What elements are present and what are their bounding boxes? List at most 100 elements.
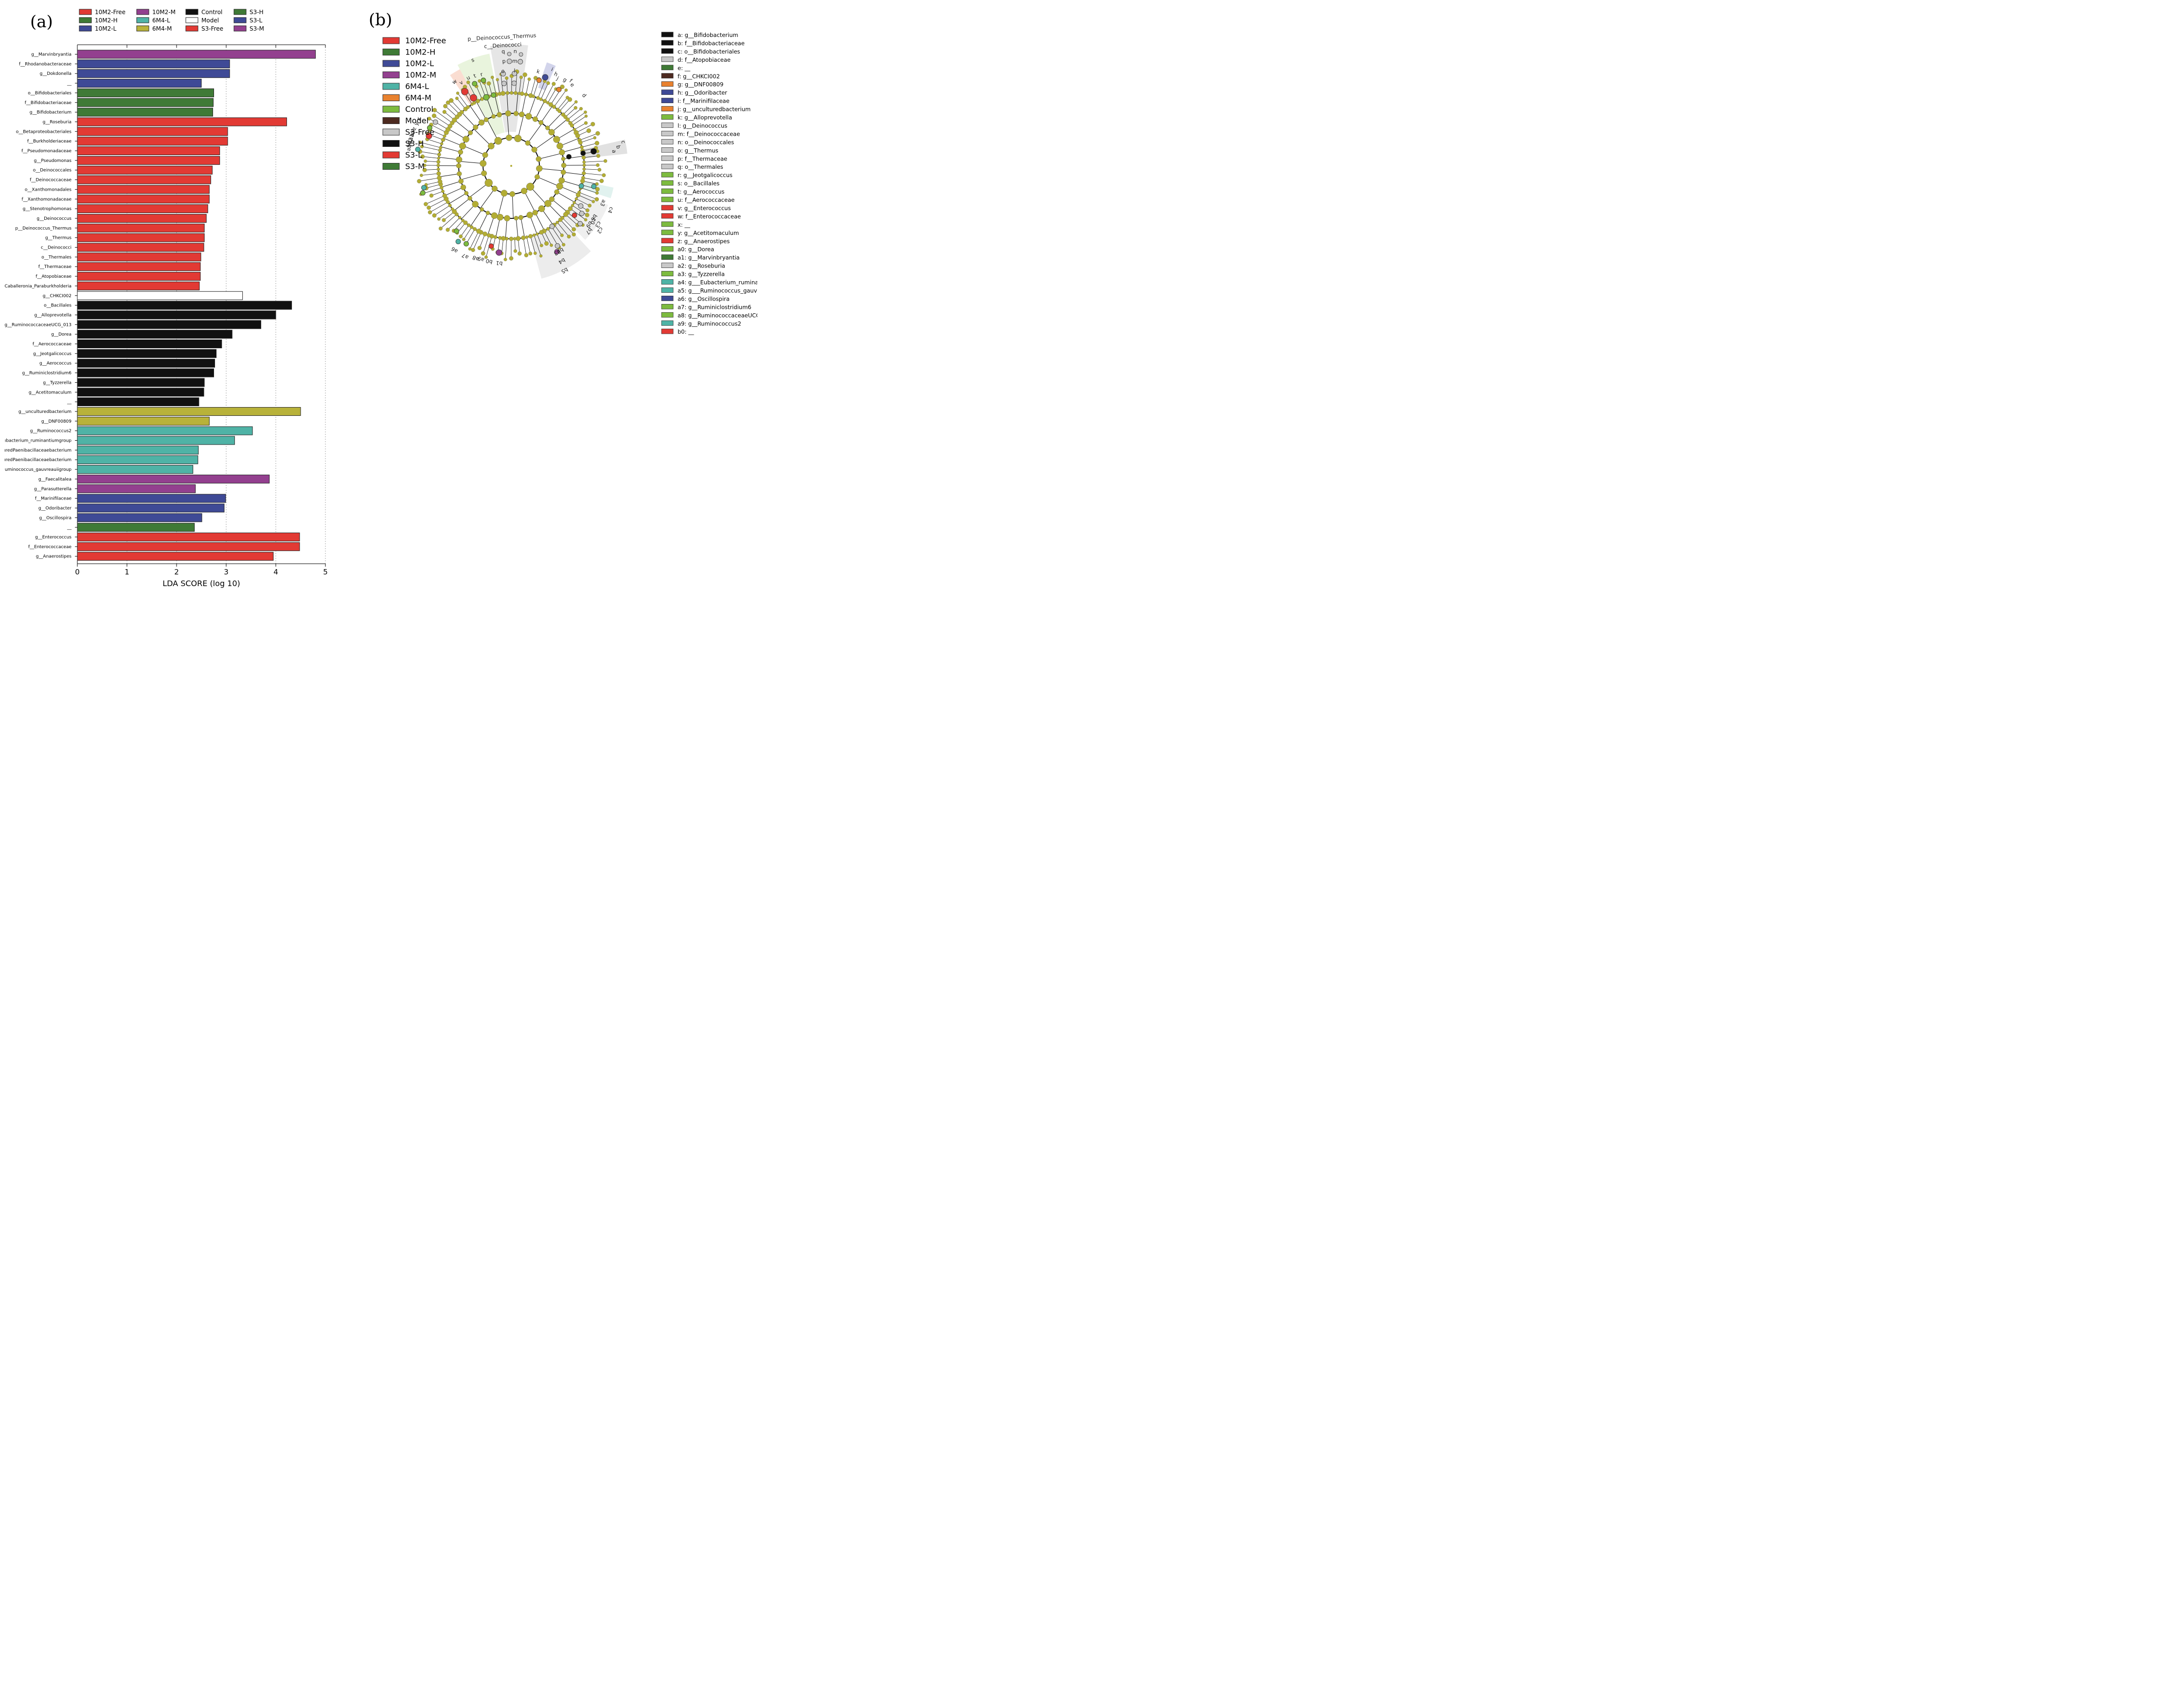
tree-branch [427,139,442,144]
bar [77,388,204,397]
bar-label: c__Deinococci [41,246,72,250]
leaf-node [599,179,604,183]
leaf-node [560,84,565,89]
legend-label: 6M4-L [152,17,170,24]
taxa-key-label: j: g__unculturedbacterium [677,106,751,113]
legend-label: 6M4-L [405,82,429,91]
leaf-node [572,227,576,232]
bar-label: g__Anaerostipes [36,554,72,559]
tree-branch [552,199,568,213]
tree-branch [448,217,460,230]
tree-branch [563,102,576,115]
tree-branch [476,86,483,99]
legend-label: 10M2-L [405,59,434,68]
tree-branch [469,231,479,249]
leaf-node [427,117,431,121]
taxa-key-label: e: __ [678,65,690,71]
bar-label: g__RuminococcaceaeUCG_013 [4,322,72,327]
bar-label: o__Xanthomonadales [25,187,72,192]
tree-branch [486,97,494,117]
taxa-key-swatch [661,56,674,62]
tree-node [559,149,565,156]
tree-node [467,196,472,201]
tree-node [486,233,491,238]
tree-node [560,169,566,175]
bar-label: g__Dokdonella [40,71,72,76]
taxa-key-label: s: o__Bacillales [678,180,719,187]
leaf-node [449,98,454,103]
bar [77,204,208,214]
tree-branch [440,214,457,229]
tree-branch [576,198,590,206]
leaf-node [588,203,592,208]
legend-label: S3-L [405,150,422,160]
tree-branch [429,198,447,208]
tree-node [549,196,555,202]
taxa-key-label: d: f__Atopobiaceae [678,56,731,63]
legend-label: S3-M [250,25,264,32]
highlighted-node [454,228,459,234]
bar-label: o__Deinococcales [33,168,72,173]
taxa-key-swatch [661,123,674,128]
leaf-node [595,131,600,136]
tree-node [437,152,441,157]
tree-branch [494,94,500,115]
taxa-key-swatch [661,296,674,301]
tree-node [542,99,547,104]
leaf-node [539,244,543,248]
tree-branch [518,114,524,139]
node-letter: c3 [594,220,603,229]
bar-label: g__Marvinbryantia [31,53,72,57]
tree-node [472,101,476,105]
highlighted-node [536,77,542,83]
bar [77,436,235,445]
legend-swatch [233,25,247,32]
node-letter: a9 [477,255,485,263]
tree-branch [421,173,439,176]
node-letter: h [553,71,559,78]
tree-branch [583,156,599,158]
node-letter: b1 [496,260,503,267]
bar [77,407,301,416]
tree-branch [479,233,485,248]
tree-node [525,113,532,120]
leaf-node [564,88,568,92]
highlighted-node [481,77,486,83]
legend-swatch [382,140,400,147]
tree-node [538,205,545,212]
legend-label: S3-H [405,139,424,148]
taxa-key-label: b0: __ [678,328,694,335]
bar-label: g__Roseburia [43,120,72,125]
bar-label: g__Aerococcus [39,361,72,366]
x-tick-label: 4 [273,568,278,576]
tree-branch [584,169,600,170]
bar [77,330,233,339]
taxa-key-swatch [661,271,674,276]
tree-branch [530,78,536,96]
leaf-node [574,100,578,104]
leaf-node [546,81,550,85]
leaf-node [524,253,529,257]
tree-node [516,236,521,241]
tree-node [497,214,503,221]
tree-branch [554,90,567,107]
panel-a-label: (a) [30,12,53,32]
tree-branch [438,157,459,160]
taxa-key-label: w: f__Enterococcaceae [678,213,741,220]
taxa-key-swatch [661,279,674,285]
leaf-node [584,114,588,118]
tree-node [437,157,441,160]
tree-branch [448,128,466,140]
highlighted-node [555,243,560,249]
bar [77,262,201,271]
bar-label: g__Parasutterella [34,487,72,492]
tree-node [536,156,542,162]
tree-node [456,156,463,163]
tree-branch [466,229,475,244]
highlighted-node [426,133,432,139]
leaf-node [466,80,470,85]
tree-node [459,143,466,150]
leaf-node [603,159,608,163]
tree-node [514,215,519,221]
